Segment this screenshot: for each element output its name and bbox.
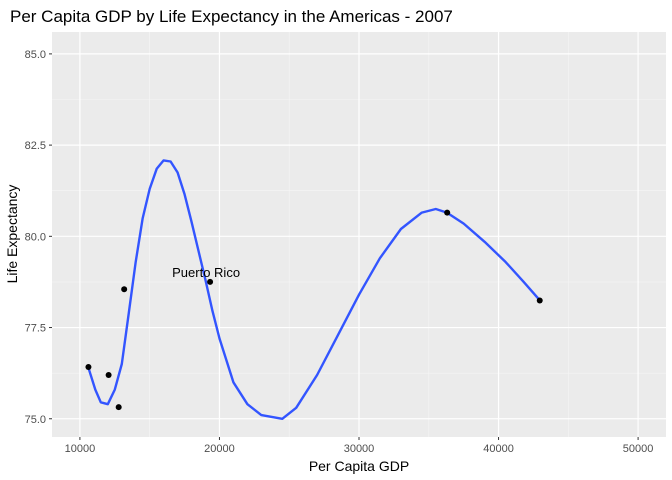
x-tick-label: 40000 [483, 443, 514, 455]
x-tick-label: 50000 [623, 443, 654, 455]
annotations: Puerto Rico [172, 265, 240, 280]
x-axis-ticks: 10000 20000 30000 40000 50000 [65, 437, 654, 455]
data-point [121, 286, 128, 293]
y-tick-label: 75.0 [25, 414, 46, 426]
chart-title: Per Capita GDP by Life Expectancy in the… [10, 7, 453, 26]
x-tick-label: 20000 [204, 443, 235, 455]
smooth-line [87, 159, 541, 420]
y-axis-ticks: 75.0 77.5 80.0 82.5 85.0 [25, 49, 52, 426]
y-tick-label: 85.0 [25, 49, 46, 61]
y-axis-title: Life Expectancy [4, 185, 20, 284]
data-point [105, 371, 112, 378]
y-tick-label: 82.5 [25, 140, 46, 152]
data-point [115, 404, 122, 411]
x-tick-label: 10000 [65, 443, 96, 455]
data-point [85, 363, 92, 370]
y-tick-label: 80.0 [25, 231, 46, 243]
x-tick-label: 30000 [344, 443, 375, 455]
data-point [536, 297, 543, 304]
y-tick-label: 77.5 [25, 323, 46, 335]
x-axis-title: Per Capita GDP [309, 458, 409, 474]
data-points [85, 209, 543, 411]
data-point [444, 209, 451, 216]
data-point [207, 278, 214, 285]
annotation-label: Puerto Rico [172, 265, 240, 280]
major-gridlines [52, 32, 666, 437]
smooth-line-group [87, 159, 541, 420]
